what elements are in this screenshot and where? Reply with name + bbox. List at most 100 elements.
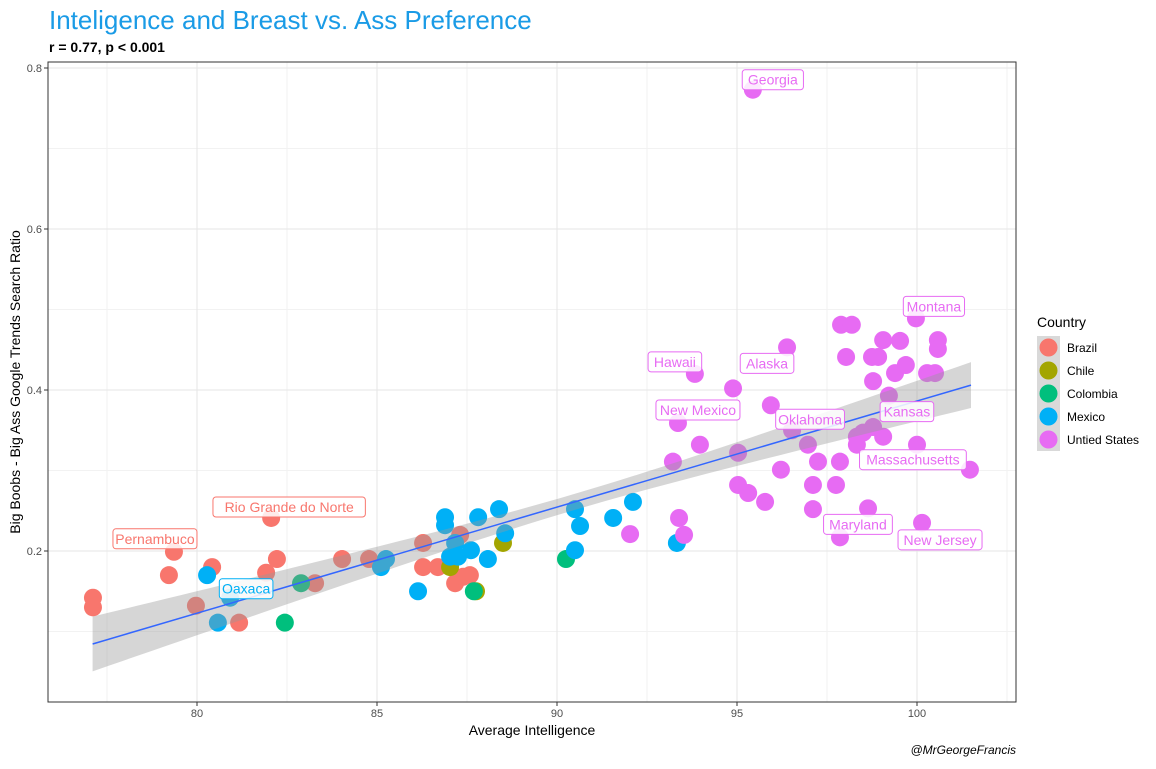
data-point-untied-states: [913, 513, 932, 532]
y-tick-label: 0.6: [27, 224, 42, 236]
data-point-untied-states: [803, 475, 822, 494]
data-point-mexico: [436, 516, 455, 535]
data-point-untied-states: [926, 364, 944, 383]
point-label-box: [775, 408, 845, 430]
legend: Brazil Chile Colombia Mexico Untied States: [1037, 336, 1139, 451]
x-tick-label: 90: [551, 708, 563, 720]
data-point-untied-states: [803, 500, 822, 519]
point-label-text: Hawaii: [654, 354, 696, 370]
x-tick-label: 95: [731, 708, 743, 720]
data-point-untied-states: [864, 372, 883, 391]
legend-label: Brazil: [1067, 341, 1097, 355]
data-point-mexico: [478, 550, 497, 569]
data-point-mexico: [469, 508, 488, 527]
point-label-box: [212, 496, 366, 518]
legend-swatch: [1039, 361, 1058, 380]
legend-item: Untied States: [1037, 428, 1139, 451]
point-label-box: [739, 352, 795, 374]
legend-swatch: [1039, 430, 1058, 449]
data-point-mexico: [566, 500, 584, 519]
point-label-text: Georgia: [748, 72, 798, 88]
data-point-untied-states: [879, 386, 898, 405]
data-point-mexico: [571, 517, 590, 536]
data-point-untied-states: [663, 452, 682, 471]
point-label: Montana: [902, 295, 966, 317]
point-label: Oaxaca: [218, 578, 274, 600]
legend-label: Mexico: [1067, 410, 1105, 424]
data-point-untied-states: [830, 452, 849, 471]
data-point-mexico: [198, 566, 217, 585]
x-axis-label: Average Intelligence: [469, 722, 596, 738]
data-point-untied-states: [891, 331, 910, 350]
legend-item: Brazil: [1037, 336, 1097, 359]
data-point-untied-states: [778, 338, 797, 357]
point-label-text: Oaxaca: [222, 581, 270, 597]
point-label-text: New Jersey: [903, 532, 976, 548]
caption: @MrGeorgeFrancis: [910, 743, 1016, 757]
data-point-mexico: [490, 500, 509, 519]
point-label-text: Pernambuco: [115, 531, 195, 547]
y-axis-label: Big Boobs - Big Ass Google Trends Search…: [7, 230, 23, 534]
x-tick-label: 85: [371, 708, 383, 720]
data-point-untied-states: [798, 435, 817, 454]
axes: 80 85 90 95 100 0.2 0.4 0.6 0.8: [27, 63, 926, 720]
data-point-untied-states: [859, 499, 878, 518]
legend-swatch: [1039, 384, 1058, 403]
point-label-box: [655, 399, 741, 421]
data-point-brazil: [454, 567, 473, 586]
data-point-mexico: [409, 582, 428, 601]
data-point-untied-states: [874, 331, 893, 350]
point-label: Georgia: [741, 69, 804, 91]
data-point-brazil: [186, 596, 205, 615]
point-label: New Mexico: [655, 399, 741, 421]
y-tick-label: 0.8: [27, 63, 42, 75]
point-label: Alaska: [739, 352, 795, 374]
point-label: Maryland: [823, 513, 893, 535]
data-point-untied-states: [670, 508, 689, 527]
data-point-untied-states: [842, 315, 861, 334]
point-label-text: Kansas: [884, 404, 931, 420]
legend-item: Mexico: [1037, 405, 1105, 428]
data-point-untied-states: [869, 347, 888, 366]
data-point-untied-states: [928, 339, 947, 358]
data-point-untied-states: [809, 452, 827, 471]
data-point-untied-states: [837, 347, 856, 366]
legend-swatch: [1039, 407, 1058, 426]
point-label-text: Alaska: [746, 355, 788, 371]
plot-panel-border: [47, 61, 1017, 703]
data-point-brazil: [306, 574, 325, 593]
point-label-box: [647, 351, 703, 373]
point-label-box: [741, 69, 804, 91]
chart-title: Inteligence and Breast vs. Ass Preferenc…: [49, 5, 532, 35]
point-label-text: Rio Grande do Norte: [225, 499, 354, 515]
x-tick-label: 80: [191, 708, 203, 720]
legend-item: Colombia: [1037, 382, 1118, 405]
point-label-box: [879, 401, 935, 423]
point-label-text: Montana: [907, 298, 962, 314]
data-point-untied-states: [756, 492, 775, 511]
x-tick-label: 100: [908, 708, 926, 720]
points-layer: [83, 80, 979, 632]
legend-title: Country: [1037, 314, 1086, 330]
point-label: New Jersey: [897, 529, 983, 551]
data-point-brazil: [159, 566, 178, 585]
data-point-untied-states: [847, 435, 866, 454]
legend-label: Colombia: [1067, 387, 1118, 401]
data-point-colombia: [275, 613, 294, 632]
point-label: Oklahoma: [775, 408, 845, 430]
data-point-colombia: [464, 582, 483, 601]
y-tick-label: 0.2: [27, 546, 42, 558]
data-point-untied-states: [874, 427, 893, 446]
data-point-mexico: [441, 547, 460, 566]
y-tick-label: 0.4: [27, 385, 42, 397]
data-point-mexico: [566, 541, 584, 560]
point-label-text: New Mexico: [660, 402, 736, 418]
point-label-text: Massachusetts: [866, 452, 959, 468]
point-label-box: [112, 528, 198, 550]
point-label-box: [218, 578, 274, 600]
point-label: Hawaii: [647, 351, 703, 373]
data-point-untied-states: [827, 475, 845, 494]
data-point-brazil: [83, 598, 102, 617]
chart-subtitle: r = 0.77, p < 0.001: [49, 39, 165, 55]
